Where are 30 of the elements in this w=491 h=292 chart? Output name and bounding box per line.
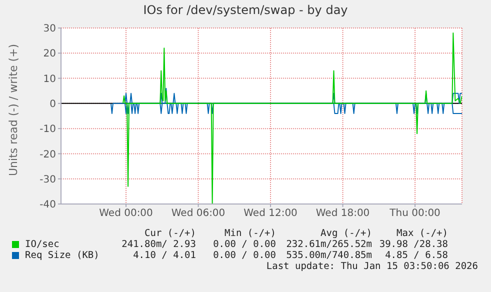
y-tick-label: -20 bbox=[40, 149, 56, 160]
text: Max (-/+) bbox=[396, 228, 448, 239]
text: 241.80m/ 2.93 bbox=[120, 239, 196, 250]
text: 39.98 /28.38 bbox=[378, 239, 448, 250]
legend-label: IO/sec bbox=[24, 239, 60, 250]
x-tick-label: Wed 12:00 bbox=[244, 208, 298, 220]
x-tick-label: Thu 00:00 bbox=[388, 208, 440, 220]
legend-label: Req Size (KB) bbox=[24, 250, 100, 261]
y-tick-label: -30 bbox=[40, 174, 56, 186]
y-tick-label: 0 bbox=[50, 98, 56, 110]
x-tick-label: Wed 06:00 bbox=[171, 208, 226, 220]
text: 0.00 / 0.00 bbox=[212, 239, 276, 250]
x-tick-label: Wed 00:00 bbox=[99, 208, 153, 220]
y-tick-label: -40 bbox=[40, 200, 56, 211]
text: 4.85 / 6.58 bbox=[384, 250, 448, 261]
text: Min (-/+) bbox=[224, 228, 276, 239]
y-tick-label: 30 bbox=[43, 24, 56, 35]
text: 232.61m/265.52m bbox=[285, 239, 372, 250]
text: Avg (-/+) bbox=[320, 228, 372, 239]
text: Last update: Thu Jan 15 03:50:06 2026 bbox=[265, 261, 478, 272]
y-tick-label: 20 bbox=[43, 48, 56, 60]
x-tick-label: Wed 18:00 bbox=[316, 208, 370, 220]
text: 4.10 / 4.01 bbox=[132, 250, 196, 261]
text: 0.00 / 0.00 bbox=[212, 250, 276, 261]
text: Cur (-/+) bbox=[144, 228, 196, 239]
y-tick-label: -10 bbox=[40, 124, 56, 136]
y-tick-label: 10 bbox=[43, 74, 56, 85]
text: 535.00m/740.85m bbox=[285, 250, 372, 261]
y-axis-title: Units read (-) / write (+) bbox=[6, 44, 20, 176]
chart-title: IOs for /dev/system/swap - by day bbox=[142, 2, 349, 18]
